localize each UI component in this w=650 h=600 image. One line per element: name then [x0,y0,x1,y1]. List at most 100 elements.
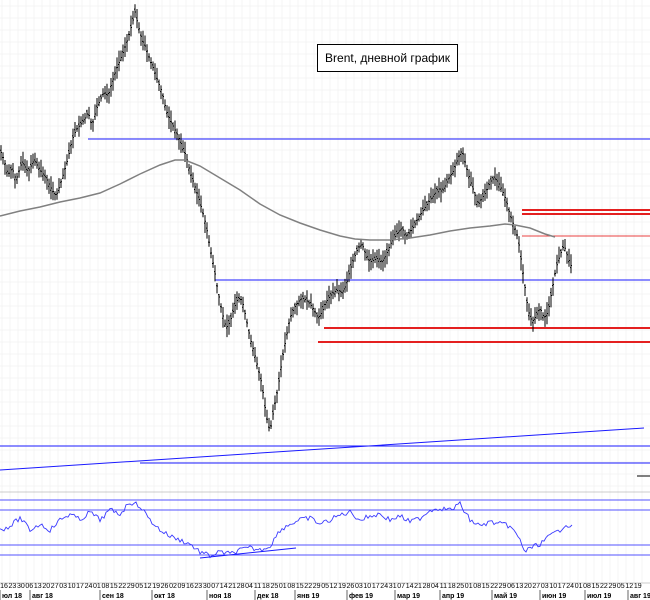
month-label: ноя 18 [209,593,231,600]
chart-title: Brent, дневной график [317,44,458,72]
day-tick-label: 05 [321,583,329,590]
day-tick-label: 15 [110,583,118,590]
day-tick-label: 12 [330,583,338,590]
day-tick-label: 23 [194,583,202,590]
day-tick-label: 29 [609,583,617,590]
day-tick-label: 24 [85,583,93,590]
day-tick-label: 03 [355,583,363,590]
month-label: мар 19 [397,593,420,600]
month-label: июл 19 [587,593,611,600]
day-tick-label: 11 [440,583,447,590]
day-tick-label: 29 [499,583,507,590]
day-tick-label: 05 [617,583,625,590]
day-tick-label: 08 [102,583,110,590]
day-tick-label: 13 [34,583,42,590]
day-tick-label: 31 [389,583,397,590]
day-tick-label: 01 [93,583,101,590]
month-label: фев 19 [349,593,373,600]
day-tick-label: 16 [0,583,8,590]
day-tick-label: 26 [347,583,355,590]
day-tick-label: 27 [532,583,540,590]
day-tick-label: 12 [625,583,633,590]
day-tick-label: 20 [524,583,532,590]
day-tick-label: 18 [448,583,456,590]
day-tick-label: 14 [220,583,228,590]
month-label: дек 18 [257,593,279,600]
day-tick-label: 23 [9,583,17,590]
level-lines [0,138,650,471]
day-tick-label: 07 [211,583,219,590]
day-tick-label: 13 [516,583,524,590]
day-tick-label: 12 [144,583,152,590]
month-label: май 19 [494,592,517,600]
day-tick-label: 18 [262,583,270,590]
day-tick-label: 21 [228,583,236,590]
day-tick-label: 14 [406,583,414,590]
day-tick-label: 24 [566,583,574,590]
day-tick-label: 29 [127,583,135,590]
day-tick-label: 03 [541,583,549,590]
day-tick-label: 15 [296,583,304,590]
day-tick-label: 01 [575,583,583,590]
day-tick-label: 19 [152,583,160,590]
day-tick-label: 06 [25,583,33,590]
day-tick-label: 10 [68,583,76,590]
oscillator-trend-line [199,547,297,559]
day-tick-label: 25 [271,583,279,590]
month-label: авг 18 [32,593,53,600]
day-tick-label: 19 [634,583,642,590]
day-tick-label: 10 [549,583,557,590]
day-tick-label: 30 [17,583,25,590]
day-tick-label: 04 [431,583,439,590]
day-tick-label: 01 [465,583,473,590]
day-tick-label: 28 [237,583,245,590]
price-bars [0,4,572,432]
day-tick-label: 22 [490,583,498,590]
day-tick-label: 01 [279,583,287,590]
day-tick-label: 30 [203,583,211,590]
day-tick-label: 11 [254,583,261,590]
day-tick-label: 03 [59,583,67,590]
day-tick-label: 26 [161,583,169,590]
day-tick-label: 04 [245,583,253,590]
day-tick-label: 15 [592,583,600,590]
oscillator-line [0,500,573,559]
day-tick-label: 08 [583,583,591,590]
day-tick-label: 22 [304,583,312,590]
time-axis: 16 23 30 06 13 20 27 03 10 17 24 01 08 15 22 29 05 12 19 26… [0,583,650,600]
day-tick-label: 15 [482,583,490,590]
day-tick-label: 09 [178,583,186,590]
blue-trend-line [0,427,645,471]
day-tick-label: 07 [397,583,405,590]
day-tick-label: 02 [169,583,177,590]
day-tick-label: 28 [423,583,431,590]
month-label: авг 19 [630,593,650,600]
day-tick-label: 05 [135,583,143,590]
day-tick-label: 29 [313,583,321,590]
day-tick-label: 17 [558,583,566,590]
day-tick-label: 17 [76,583,84,590]
day-tick-label: 19 [338,583,346,590]
grid-lines [0,0,650,583]
month-label: сен 18 [102,593,124,600]
day-tick-label: 16 [186,583,194,590]
day-tick-label: 17 [372,583,380,590]
month-label: юл 18 [2,593,22,600]
day-tick-label: 24 [380,583,388,590]
oscillator-panel [0,499,650,559]
month-label: янв 19 [297,593,319,600]
month-label: июн 19 [542,593,566,600]
day-tick-label: 25 [456,583,464,590]
day-tick-label: 21 [414,583,422,590]
moving-average-line [0,159,556,241]
day-tick-label: 27 [51,583,59,590]
day-tick-label: 22 [118,583,126,590]
day-tick-label: 08 [287,583,295,590]
day-tick-label: 10 [363,583,371,590]
month-label: окт 18 [154,593,175,600]
day-tick-label: 06 [507,583,515,590]
day-tick-label: 22 [600,583,608,590]
month-label: апр 19 [442,593,464,600]
day-tick-label: 20 [42,583,50,590]
